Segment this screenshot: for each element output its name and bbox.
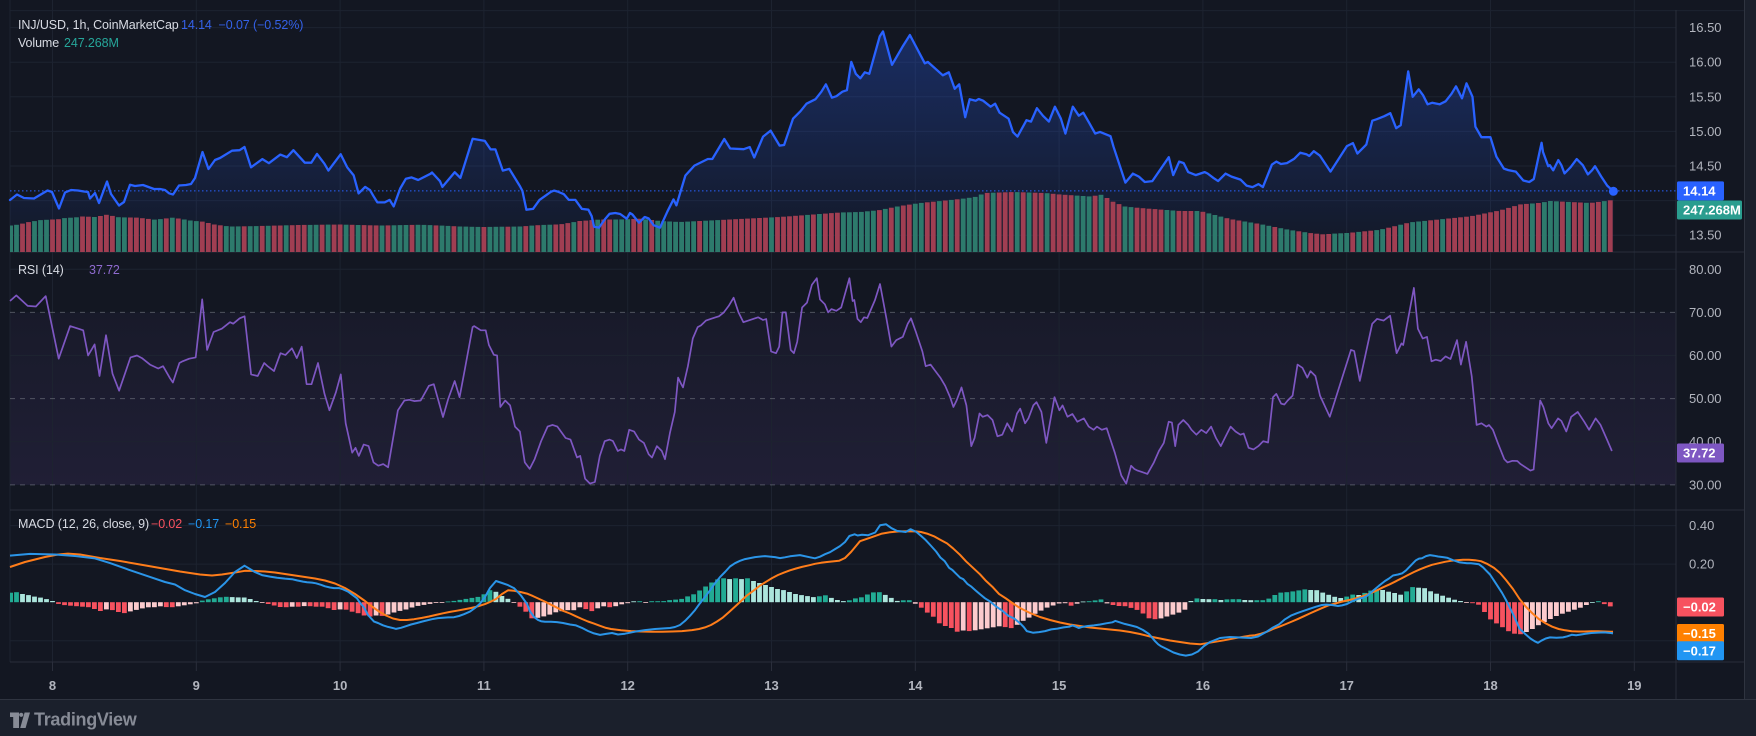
- svg-text:16: 16: [1196, 678, 1210, 693]
- svg-text:−0.15: −0.15: [225, 517, 256, 531]
- svg-text:10: 10: [333, 678, 347, 693]
- svg-text:8: 8: [49, 678, 56, 693]
- svg-text:0.20: 0.20: [1689, 557, 1714, 572]
- svg-text:30.00: 30.00: [1689, 477, 1722, 492]
- svg-text:14: 14: [908, 678, 923, 693]
- svg-text:247.268M: 247.268M: [64, 36, 119, 50]
- svg-text:0.40: 0.40: [1689, 518, 1714, 533]
- svg-text:37.72: 37.72: [89, 263, 120, 277]
- svg-text:16.50: 16.50: [1689, 20, 1722, 35]
- svg-text:12: 12: [620, 678, 634, 693]
- svg-text:RSI (14): RSI (14): [18, 263, 64, 277]
- svg-text:−0.15: −0.15: [1683, 626, 1716, 641]
- svg-text:9: 9: [193, 678, 200, 693]
- svg-text:INJ/USD, 1h, CoinMarketCap: INJ/USD, 1h, CoinMarketCap: [18, 18, 179, 32]
- svg-text:−0.02: −0.02: [1683, 600, 1716, 615]
- svg-text:37.72: 37.72: [1683, 446, 1716, 461]
- svg-text:TradingView: TradingView: [34, 710, 138, 730]
- svg-text:19: 19: [1627, 678, 1641, 693]
- svg-text:70.00: 70.00: [1689, 305, 1722, 320]
- svg-text:−0.17: −0.17: [1683, 644, 1716, 659]
- svg-text:60.00: 60.00: [1689, 348, 1722, 363]
- svg-text:−0.02: −0.02: [151, 517, 182, 531]
- svg-text:15.50: 15.50: [1689, 89, 1722, 104]
- svg-text:11: 11: [477, 678, 491, 693]
- svg-text:80.00: 80.00: [1689, 262, 1722, 277]
- svg-text:Volume: Volume: [18, 36, 59, 50]
- svg-text:16.00: 16.00: [1689, 55, 1722, 70]
- svg-text:17: 17: [1339, 678, 1353, 693]
- svg-text:15: 15: [1052, 678, 1066, 693]
- svg-text:14.14: 14.14: [1683, 184, 1716, 199]
- svg-text:50.00: 50.00: [1689, 391, 1722, 406]
- svg-text:247.268M: 247.268M: [1683, 203, 1741, 218]
- svg-text:14.50: 14.50: [1689, 159, 1722, 174]
- svg-text:15.00: 15.00: [1689, 124, 1722, 139]
- svg-text:13.50: 13.50: [1689, 228, 1722, 243]
- svg-text:−0.17: −0.17: [188, 517, 219, 531]
- svg-text:13: 13: [764, 678, 778, 693]
- svg-text:18: 18: [1483, 678, 1497, 693]
- svg-text:14.14 −0.07 (−0.52%): 14.14 −0.07 (−0.52%): [181, 18, 303, 32]
- svg-text:MACD (12, 26, close, 9): MACD (12, 26, close, 9): [18, 517, 149, 531]
